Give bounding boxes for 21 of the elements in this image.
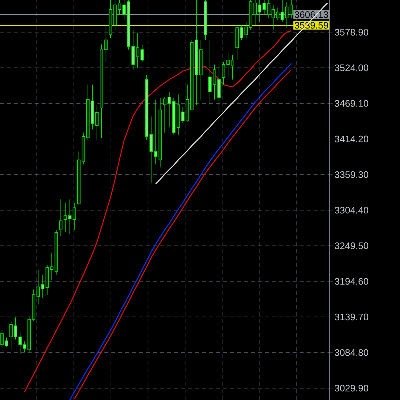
y-tick-label: 3029.90 <box>335 385 369 392</box>
y-tick-label: 3084.80 <box>335 349 369 356</box>
candlestick <box>64 202 68 232</box>
candlestick <box>267 0 271 18</box>
candlestick <box>163 96 167 134</box>
candlestick <box>59 199 63 237</box>
candlestick <box>46 264 50 296</box>
y-tick-label: 3414.20 <box>335 136 369 143</box>
y-tick-label: 3578.90 <box>335 29 369 36</box>
y-tick-label: 3249.50 <box>335 242 369 250</box>
y-tick-label: 3469.10 <box>335 100 369 108</box>
y-tick-label: 3524.00 <box>335 64 369 72</box>
y-tick-label: 3304.40 <box>335 207 369 214</box>
candlestick <box>72 202 76 230</box>
y-tick-label: 3194.60 <box>335 278 369 285</box>
candlestick <box>276 7 280 20</box>
candlestick <box>272 4 276 30</box>
candlestick <box>280 0 284 22</box>
y-tick-label: 3359.30 <box>335 171 369 178</box>
candlestick <box>290 0 294 18</box>
y-tick-label: 3139.70 <box>335 314 369 321</box>
